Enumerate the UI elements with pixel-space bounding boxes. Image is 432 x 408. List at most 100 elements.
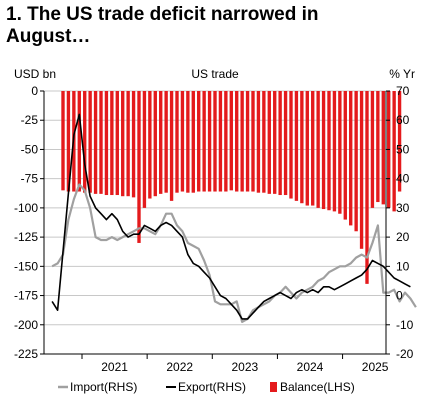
balance-bar	[83, 91, 87, 193]
balance-bar	[191, 91, 195, 193]
balance-bar	[169, 91, 174, 201]
balance-bar	[392, 91, 396, 212]
left-tick-label: -50	[21, 142, 39, 156]
balance-bar	[142, 91, 147, 208]
balance-bar	[321, 91, 326, 210]
x-tick-label: 2025	[362, 360, 389, 374]
chart-subtitle: US trade	[191, 67, 239, 81]
balance-bar	[88, 91, 92, 193]
balance-bar	[153, 91, 157, 197]
balance-bar	[327, 91, 331, 211]
balance-bar	[148, 91, 152, 199]
x-tick-label: 2022	[166, 360, 193, 374]
balance-bar	[311, 91, 315, 206]
balance-bar	[370, 91, 375, 208]
balance-bar	[131, 91, 136, 198]
balance-bar	[197, 91, 201, 192]
left-tick-label: -225	[14, 347, 38, 361]
balance-bar	[213, 91, 217, 192]
right-tick-label: 10	[396, 259, 410, 273]
left-tick-label: -200	[14, 318, 38, 332]
left-tick-label: -25	[21, 113, 39, 127]
x-tick-label: 2023	[232, 360, 259, 374]
balance-bar	[137, 91, 141, 243]
balance-bar	[159, 91, 163, 194]
balance-bar	[104, 91, 109, 196]
balance-bar	[278, 91, 282, 196]
balance-bar	[365, 91, 369, 284]
balance-bar	[110, 91, 114, 196]
export-line	[51, 113, 411, 320]
balance-bar	[218, 91, 223, 192]
balance-bar	[251, 91, 255, 192]
balance-bar	[126, 91, 130, 197]
balance-bar	[202, 91, 206, 192]
balance-bar	[61, 91, 65, 191]
balance-bar	[381, 91, 385, 205]
balance-bar	[77, 91, 81, 192]
right-tick-label: 20	[396, 230, 410, 244]
balance-bar	[99, 91, 103, 194]
right-tick-label: 40	[396, 172, 410, 186]
balance-bar	[354, 91, 358, 232]
right-tick-label: 50	[396, 142, 410, 156]
balance-bar	[121, 91, 125, 197]
chart-title-line-1: 1. The US trade deficit narrowed in	[6, 4, 319, 25]
left-tick-label: -150	[14, 259, 38, 273]
right-axis-label: % Yr	[389, 67, 415, 81]
legend-export-label: Export(RHS)	[178, 380, 246, 394]
balance-bar	[180, 91, 185, 192]
balance-bar	[256, 91, 261, 193]
legend-balance-label: Balance(LHS)	[280, 380, 355, 394]
balance-bar	[376, 91, 380, 203]
x-tick-label: 2021	[101, 360, 128, 374]
balance-bar	[316, 91, 320, 208]
balance-bar	[93, 91, 98, 194]
balance-bar	[273, 91, 277, 194]
import-line	[51, 183, 417, 323]
right-tick-label: 30	[396, 201, 410, 215]
legend-balance-swatch	[270, 382, 277, 392]
right-tick-label: 70	[396, 84, 410, 98]
balance-bar	[66, 91, 71, 192]
balance-bar	[262, 91, 266, 193]
x-tick-label: 2024	[297, 360, 324, 374]
balance-bar	[343, 91, 347, 220]
balance-bar	[229, 91, 233, 191]
left-tick-label: -75	[21, 172, 39, 186]
right-tick-label: -20	[396, 347, 414, 361]
balance-bar	[300, 91, 304, 204]
balance-bar	[359, 91, 364, 249]
left-tick-label: -125	[14, 230, 38, 244]
left-axis-label: USD bn	[14, 67, 56, 81]
left-tick-label: -100	[14, 201, 38, 215]
balance-bar	[294, 91, 299, 201]
right-tick-label: -10	[396, 318, 414, 332]
series-lines	[51, 113, 417, 323]
balance-bar	[397, 91, 402, 192]
balance-bar	[349, 91, 353, 226]
balance-bar	[186, 91, 190, 193]
chart-title-line-2: August…	[6, 26, 91, 47]
balance-bar	[289, 91, 293, 199]
balance-bar	[267, 91, 271, 194]
legend: Import(RHS) Export(RHS) Balance(LHS)	[58, 380, 355, 394]
balance-bar	[164, 91, 168, 193]
balance-bar	[283, 91, 288, 196]
balance-bar	[175, 91, 179, 193]
left-tick-label: 0	[31, 84, 38, 98]
axes: 0-25-50-75-100-125-150-175-200-225706050…	[14, 84, 414, 374]
balance-bar	[207, 91, 212, 192]
balance-bar	[235, 91, 239, 192]
balance-bar	[240, 91, 244, 192]
balance-bars	[61, 91, 402, 284]
balance-bar	[332, 91, 337, 212]
balance-bar	[305, 91, 309, 206]
balance-bar	[115, 91, 119, 196]
balance-bar	[245, 91, 250, 192]
legend-import-label: Import(RHS)	[70, 380, 137, 394]
balance-bar	[338, 91, 342, 214]
right-tick-label: 60	[396, 113, 410, 127]
chart-title: 1. The US trade deficit narrowed in Augu…	[6, 4, 426, 48]
